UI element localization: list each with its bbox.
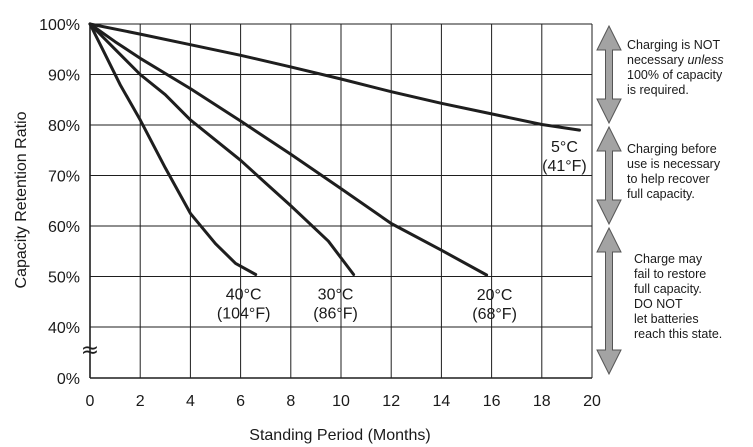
double-arrow-icon (596, 125, 622, 226)
note-text: necessary (627, 53, 688, 67)
note-line: full capacity. (627, 187, 695, 201)
curve-label-temp-c: 30°C (318, 286, 354, 303)
x-tick-label: 8 (286, 393, 295, 410)
note-line: use is necessary (627, 157, 721, 171)
series-line (88, 22, 489, 277)
y-tick-label: 70% (48, 169, 80, 186)
series-line (88, 22, 581, 132)
note-line: DO NOT (634, 297, 683, 311)
curve-label-temp-c: 40°C (226, 286, 262, 303)
series-line (88, 22, 258, 276)
region-note-no-charge: Charging is NOT necessary unless 100% of… (627, 38, 724, 98)
x-tick-label: 0 (86, 393, 95, 410)
x-tick-label: 10 (332, 393, 350, 410)
curve-label-temp-c: 20°C (477, 287, 513, 304)
x-tick-label: 4 (186, 393, 195, 410)
x-tick-label: 20 (583, 393, 601, 410)
x-axis-label: Standing Period (Months) (249, 427, 430, 444)
x-tick-label: 18 (533, 393, 551, 410)
region-arrows (596, 24, 622, 376)
note-line: let batteries (634, 312, 699, 326)
note-line: Charging is NOT (627, 38, 721, 52)
tick-labels: 0 2 4 6 8 10 12 14 16 18 20 100% 90% 80% 70% 60% 50% 40% 0… (39, 17, 601, 410)
note-line: to help recover (627, 172, 710, 186)
y-tick-label: 50% (48, 270, 80, 287)
curve-label-temp-f: (41°F) (542, 158, 587, 175)
y-tick-label: 100% (39, 17, 80, 34)
x-tick-label: 6 (236, 393, 245, 410)
grid (89, 23, 593, 379)
note-line: 100% of capacity (627, 68, 723, 82)
note-emphasis: unless (687, 53, 724, 67)
region-note-may-fail: Charge may fail to restore full capacity… (634, 252, 722, 342)
axis-break-symbol: ≈ (81, 338, 99, 363)
double-arrow-icon (596, 24, 622, 125)
y-tick-label-zero: 0% (57, 371, 80, 388)
note-line: Charge may (634, 252, 703, 266)
note-line: is required. (627, 83, 689, 97)
curve-label-temp-c: 5°C (551, 139, 578, 156)
region-note-charge-before-use: Charging before use is necessary to help… (627, 142, 720, 202)
y-tick-label: 80% (48, 118, 80, 135)
note-line: Charging before (627, 142, 717, 156)
series-lines (88, 22, 581, 277)
double-arrow-icon (596, 226, 622, 376)
curve-label-temp-f: (86°F) (313, 305, 358, 322)
x-tick-label: 2 (136, 393, 145, 410)
curve-label-temp-f: (104°F) (217, 305, 271, 322)
y-tick-label: 40% (48, 320, 80, 337)
curve-labels: 5°C (41°F) 20°C (68°F) 30°C (86°F) 40°C (104°F) (217, 139, 587, 323)
x-tick-label: 12 (382, 393, 400, 410)
series-line (88, 22, 356, 276)
curve-label-temp-f: (68°F) (472, 306, 517, 323)
y-axis-label: Capacity Retention Ratio (13, 111, 30, 288)
y-tick-label: 60% (48, 219, 80, 236)
note-line: fail to restore (634, 267, 707, 281)
x-tick-label: 14 (433, 393, 451, 410)
note-line: full capacity. (634, 282, 702, 296)
y-tick-label: 90% (48, 68, 80, 85)
note-line: reach this state. (634, 327, 723, 341)
note-line: necessary unless (627, 53, 724, 68)
x-tick-label: 16 (483, 393, 501, 410)
